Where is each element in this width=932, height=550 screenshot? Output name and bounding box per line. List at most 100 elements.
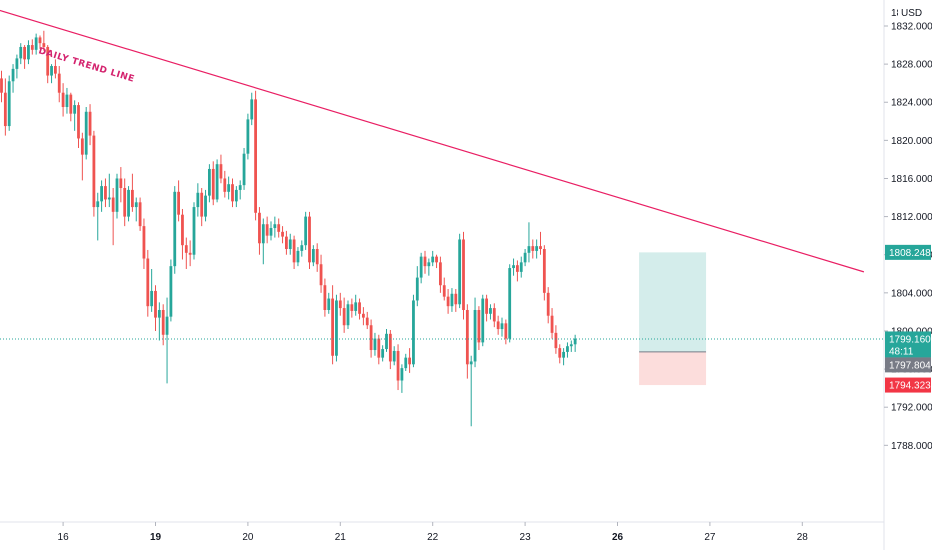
candle: [211, 161, 215, 206]
candle-body: [238, 185, 242, 190]
candle-body: [458, 239, 462, 305]
candle-body: [550, 315, 554, 333]
candle: [465, 304, 469, 379]
candle-body: [442, 285, 446, 297]
candle-body: [281, 231, 284, 237]
candle: [138, 197, 142, 231]
candle-body: [246, 119, 250, 154]
candle: [285, 230, 288, 255]
candle: [566, 342, 569, 358]
candle: [204, 189, 207, 222]
candle: [496, 315, 500, 335]
candle: [111, 188, 115, 246]
candle: [419, 252, 423, 284]
candle-body: [134, 202, 138, 208]
candle-body: [127, 189, 130, 217]
candle: [196, 183, 200, 217]
candle-body: [431, 256, 435, 263]
candle-body: [335, 300, 338, 356]
candle-body: [42, 43, 46, 47]
price-tick-label: 1828.000: [891, 60, 932, 71]
candle: [142, 218, 146, 270]
currency-label-bg: [898, 5, 928, 20]
candle-body: [61, 92, 65, 108]
candle: [177, 180, 180, 222]
candle: [184, 237, 188, 270]
price-tick-label: 1824.000: [891, 98, 932, 109]
candle-body: [215, 164, 219, 200]
candle-body: [546, 292, 550, 316]
candle-body: [142, 226, 146, 259]
candle-body: [138, 202, 142, 227]
candle: [161, 304, 165, 346]
candle-body: [439, 262, 442, 286]
candle-body: [92, 135, 96, 208]
candle-body: [211, 168, 215, 200]
candle-body: [385, 333, 388, 350]
currency-label[interactable]: USD: [901, 8, 922, 19]
candle-body: [223, 178, 227, 192]
candle: [381, 345, 385, 362]
candle: [169, 259, 173, 322]
candle: [508, 264, 512, 343]
candle-body: [465, 309, 469, 365]
candle: [157, 302, 161, 341]
candle-body: [292, 239, 296, 263]
candle-body: [80, 138, 84, 155]
candle-body: [0, 78, 3, 93]
candle: [134, 197, 138, 222]
candle: [269, 221, 273, 241]
candle-body: [331, 298, 334, 356]
candle-body: [27, 45, 30, 60]
candle: [250, 92, 254, 126]
candle: [442, 277, 446, 301]
candle: [227, 176, 231, 200]
candle: [400, 364, 404, 393]
candle: [281, 226, 284, 244]
price-tick-label-partial: 18: [891, 8, 903, 19]
candle-body: [288, 239, 292, 250]
candle: [181, 208, 184, 260]
candle: [469, 355, 473, 427]
candle: [54, 59, 57, 79]
candle-body: [408, 357, 411, 365]
time-axis[interactable]: 16 19 20 21 22 23 26 27 28: [0, 521, 884, 543]
candle: [200, 188, 204, 227]
current-price-badge-text: 1799.160: [889, 334, 931, 345]
candle: [92, 130, 96, 217]
candle: [219, 154, 223, 184]
price-tick-label: 1792.000: [891, 403, 932, 414]
candle-body: [184, 245, 188, 253]
daily-trend-line[interactable]: [0, 9, 865, 273]
candle-body: [427, 262, 431, 267]
candle: [223, 170, 227, 198]
candle: [261, 218, 265, 265]
price-axis[interactable]: 1832.000 1828.000 1824.000 1820.000 1816.000…: [883, 0, 932, 550]
candle-body: [516, 265, 519, 272]
candle: [88, 104, 92, 146]
candle-body: [227, 184, 231, 192]
candle: [404, 353, 408, 371]
stop-price-badge-text: 1794.323: [889, 381, 931, 392]
candle: [69, 92, 73, 122]
candle: [539, 231, 542, 255]
candle: [188, 240, 192, 267]
candle-body: [146, 258, 150, 307]
candle: [254, 90, 257, 221]
candle-body: [154, 290, 157, 318]
loss-zone[interactable]: [639, 351, 707, 386]
candle: [373, 332, 377, 356]
candle-body: [100, 186, 103, 202]
profit-zone[interactable]: [639, 252, 707, 352]
candle: [385, 329, 388, 352]
candle-body: [157, 309, 161, 318]
candle: [546, 287, 550, 324]
position-tool[interactable]: [639, 252, 707, 386]
candle: [516, 260, 519, 282]
candle: [365, 311, 369, 330]
candle-body: [531, 246, 535, 251]
candle: [477, 306, 481, 351]
candle: [150, 269, 154, 312]
candle-body: [169, 266, 173, 317]
